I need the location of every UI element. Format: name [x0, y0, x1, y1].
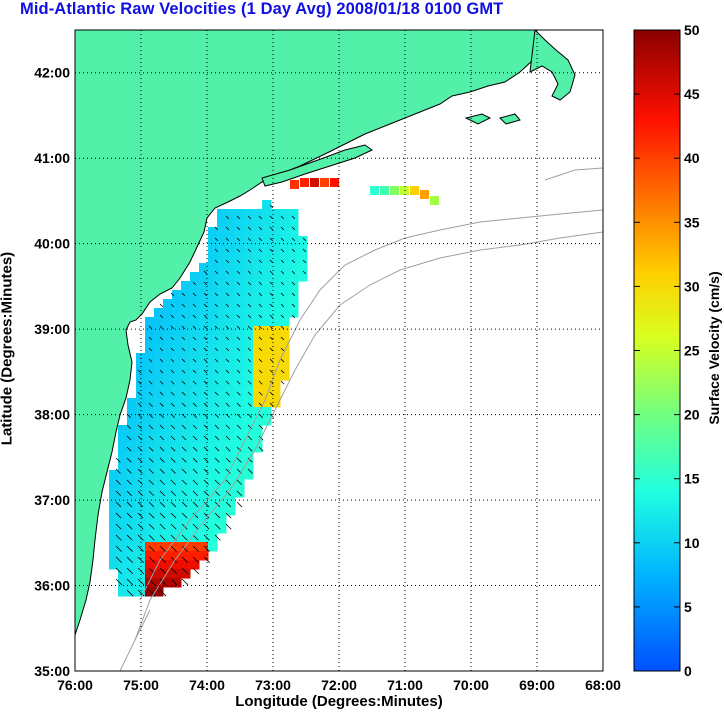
colorbar-tick: 10	[684, 535, 700, 551]
x-tick-label: 76:00	[57, 677, 93, 693]
y-tick-label: 40:00	[34, 236, 70, 252]
y-tick-label: 35:00	[34, 663, 70, 679]
colorbar-tick: 40	[684, 150, 700, 166]
x-tick-label: 71:00	[387, 677, 423, 693]
map-plot-area[interactable]	[75, 30, 603, 671]
colorbar-tick-labels: 0 5 10 15 20 25 30 35 40 45 50	[634, 22, 700, 679]
x-tick-label: 72:00	[321, 677, 357, 693]
y-tick-label: 38:00	[34, 407, 70, 423]
y-axis-label: Latitude (Degrees:Minutes)	[0, 251, 16, 446]
long-island	[261, 144, 373, 187]
colorbar-label: Surface Velocity (cm/s)	[706, 271, 722, 425]
marthas-vineyard	[464, 113, 492, 125]
colorbar-tick: 15	[684, 471, 700, 487]
x-tick-label: 74:00	[189, 677, 225, 693]
colorbar-tick: 30	[684, 278, 700, 294]
mainland-coast	[75, 30, 536, 636]
colorbar-tick: 50	[684, 22, 700, 38]
colorbar-tick: 35	[684, 214, 700, 230]
velocity-field	[109, 178, 439, 597]
y-tick-label: 41:00	[34, 150, 70, 166]
colorbar-tick: 20	[684, 407, 700, 423]
x-tick-label: 68:00	[585, 677, 621, 693]
isobath-lines	[119, 167, 603, 671]
y-tick-label: 36:00	[34, 578, 70, 594]
x-tick-label: 70:00	[453, 677, 489, 693]
plot-frame	[74, 29, 604, 672]
nantucket	[499, 113, 521, 125]
land-masses	[75, 30, 576, 636]
colorbar-tick: 45	[684, 86, 700, 102]
y-tick-label: 42:00	[34, 65, 70, 81]
colorbar	[633, 29, 681, 672]
map-title-bar: Mid-Atlantic Raw Velocities (1 Day Avg) …	[0, 0, 724, 22]
x-tick-labels: 76:00 75:00 74:00 73:00 72:00 71:00 70:00 69:00…	[57, 677, 621, 693]
x-tick-label: 75:00	[123, 677, 159, 693]
map-title: Mid-Atlantic Raw Velocities (1 Day Avg) …	[20, 0, 504, 18]
x-tick-label: 69:00	[519, 677, 555, 693]
cape-cod	[529, 30, 576, 101]
y-tick-label: 37:00	[34, 492, 70, 508]
y-tick-label: 39:00	[34, 321, 70, 337]
grid-lines	[75, 30, 603, 671]
x-axis-label: Longitude (Degrees:Minutes)	[235, 693, 443, 710]
colorbar-tick: 5	[684, 599, 692, 615]
x-tick-label: 73:00	[255, 677, 291, 693]
colorbar-tick: 25	[684, 343, 700, 359]
y-tick-labels: 35:00 36:00 37:00 38:00 39:00 40:00 41:00 42:00	[34, 65, 70, 679]
colorbar-tick: 0	[684, 663, 692, 679]
